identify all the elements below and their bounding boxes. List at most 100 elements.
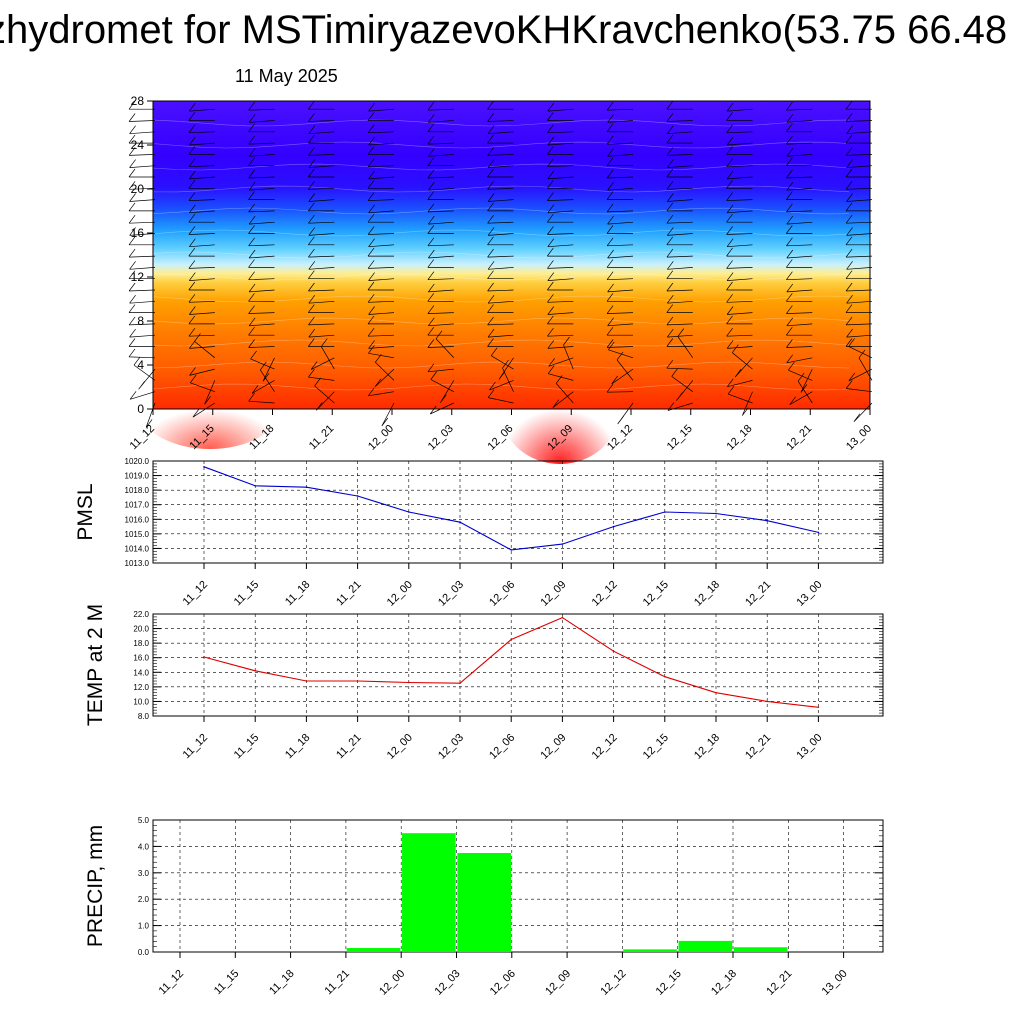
y-tick-label: 8.0 — [138, 712, 150, 721]
wind-barb — [845, 236, 872, 246]
wind-barb — [846, 261, 873, 270]
heatmap-field — [153, 101, 870, 409]
wind-barb — [667, 294, 693, 304]
wind-barb — [726, 136, 753, 146]
wind-barb — [786, 354, 813, 364]
data-point — [715, 512, 717, 515]
wind-barb — [308, 338, 335, 347]
wind-barb — [845, 134, 872, 144]
wind-barb — [548, 357, 574, 367]
x-tick-label: 12_21 — [743, 732, 773, 762]
x-tick-label: 11_18 — [267, 968, 297, 998]
wind-barb — [547, 306, 574, 315]
y-tick-label: 14.0 — [133, 668, 149, 677]
x-tick-label: 11_21 — [307, 423, 337, 453]
wind-barb — [788, 361, 813, 381]
x-tick-label: 12_03 — [436, 579, 466, 609]
y-axis-title: PMSL — [74, 483, 97, 540]
wind-barb — [487, 236, 514, 246]
wind-barb — [248, 392, 275, 404]
wind-barb — [133, 356, 156, 381]
bar — [623, 949, 677, 952]
wind-barb — [368, 345, 395, 359]
wind-barb — [726, 124, 753, 134]
wind-barb — [786, 169, 813, 179]
wind-barb — [487, 304, 514, 313]
wind-barb — [607, 114, 634, 123]
wind-barb — [248, 237, 275, 247]
data-point — [510, 638, 512, 641]
wind-barb — [427, 326, 454, 336]
wind-barb — [487, 181, 514, 190]
wind-barb — [248, 169, 275, 179]
wind-barb — [248, 148, 275, 157]
wind-barb — [427, 305, 454, 314]
wind-barb — [128, 181, 156, 190]
wind-barb — [487, 214, 514, 224]
data-point — [612, 525, 615, 528]
wind-barb — [248, 249, 275, 259]
wind-barb — [188, 180, 215, 189]
wind-barb — [547, 124, 574, 134]
wind-barb — [248, 215, 275, 225]
wind-barb — [552, 391, 574, 408]
data-point — [203, 466, 205, 468]
wind-barb — [786, 237, 813, 247]
wind-barb — [726, 226, 753, 235]
y-tick-label: 20.0 — [133, 625, 149, 634]
wind-barb — [547, 294, 574, 303]
wind-barb — [367, 146, 394, 155]
wind-barb — [726, 112, 753, 121]
wind-barb — [368, 238, 395, 248]
wind-barb — [308, 113, 335, 122]
data-point — [459, 682, 461, 685]
wind-barb — [666, 214, 693, 224]
x-tick-label: 11_18 — [283, 579, 313, 609]
wind-barb — [666, 304, 693, 313]
wind-barb — [427, 237, 454, 247]
y-tick-label: 1013.0 — [125, 559, 150, 568]
wind-barb — [845, 248, 873, 258]
data-point — [356, 680, 359, 682]
wind-barb — [786, 225, 813, 234]
wind-barb — [487, 328, 514, 338]
x-tick-label: 12_15 — [641, 579, 671, 609]
y-tick-label: 1015.0 — [125, 530, 150, 539]
forecast-date: 11 May 2025 — [235, 66, 338, 86]
y-tick-label: 1020.0 — [125, 457, 150, 466]
wind-barb — [547, 315, 574, 325]
wind-barb — [666, 316, 693, 326]
wind-barb — [487, 159, 514, 168]
wind-barb — [188, 315, 215, 325]
x-tick-label: 11_12 — [157, 968, 187, 998]
wind-barb — [547, 226, 574, 235]
x-tick-label: 12_03 — [426, 423, 456, 453]
wind-barb — [487, 202, 514, 212]
wind-barb — [786, 326, 813, 336]
wind-barb — [428, 249, 454, 259]
wind-barb — [547, 365, 574, 381]
wind-barb — [129, 391, 156, 400]
wind-barb — [188, 192, 215, 201]
x-tick-label: 11_21 — [334, 732, 364, 762]
wind-barb — [606, 383, 634, 393]
y-tick-label: 0.0 — [138, 948, 150, 957]
y-tick-label: 3.0 — [138, 869, 150, 878]
wind-barb — [427, 169, 454, 179]
wind-barb — [606, 305, 634, 314]
y-tick-label: 4.0 — [138, 842, 150, 851]
wind-barb — [666, 100, 693, 110]
y-tick-label: 1018.0 — [125, 486, 150, 495]
y-tick-label: 10.0 — [133, 697, 149, 706]
wind-barb — [734, 357, 753, 378]
wind-barb — [487, 294, 514, 304]
wind-barb — [547, 136, 574, 146]
wind-barb — [547, 192, 574, 201]
wind-barb — [308, 227, 335, 236]
x-tick-label: 11_12 — [181, 732, 211, 762]
wind-barb — [487, 227, 514, 236]
x-tick-label: 11_15 — [232, 579, 262, 609]
wind-barb — [606, 123, 633, 133]
y-tick-label: 16 — [131, 226, 145, 240]
